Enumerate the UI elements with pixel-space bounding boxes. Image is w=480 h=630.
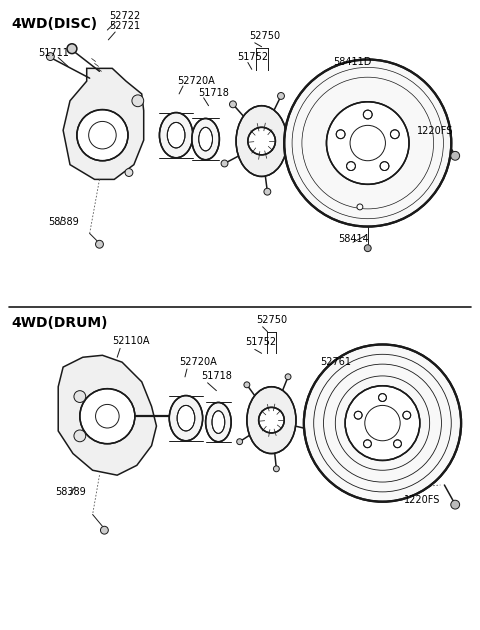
Text: 51718: 51718	[198, 88, 228, 98]
Text: 1220FS: 1220FS	[404, 495, 441, 505]
Circle shape	[77, 110, 128, 161]
Circle shape	[100, 526, 108, 534]
Circle shape	[345, 386, 420, 461]
Circle shape	[229, 101, 236, 108]
Circle shape	[336, 130, 345, 139]
Ellipse shape	[212, 411, 225, 433]
Circle shape	[47, 53, 54, 60]
Text: 58414: 58414	[338, 234, 369, 244]
Circle shape	[285, 374, 291, 380]
Circle shape	[274, 466, 279, 472]
Text: 4WD(DISC): 4WD(DISC)	[11, 17, 97, 32]
Circle shape	[80, 389, 135, 444]
Ellipse shape	[205, 403, 231, 442]
Circle shape	[244, 382, 250, 387]
Circle shape	[304, 345, 461, 501]
Ellipse shape	[168, 122, 185, 148]
Circle shape	[451, 151, 460, 160]
Circle shape	[248, 127, 276, 155]
Circle shape	[259, 408, 284, 433]
Text: 1220FS: 1220FS	[417, 126, 453, 136]
Ellipse shape	[169, 396, 203, 441]
Circle shape	[74, 391, 86, 403]
Ellipse shape	[177, 405, 195, 431]
Text: 52721: 52721	[109, 21, 141, 31]
Text: 58389: 58389	[55, 487, 86, 497]
Ellipse shape	[159, 113, 193, 158]
Text: 58411D: 58411D	[333, 57, 372, 67]
Text: 52750: 52750	[249, 31, 280, 41]
Circle shape	[357, 204, 363, 210]
Circle shape	[403, 411, 411, 419]
Text: 4WD(DRUM): 4WD(DRUM)	[11, 316, 108, 330]
Circle shape	[221, 160, 228, 167]
Circle shape	[132, 95, 144, 106]
Circle shape	[277, 93, 285, 100]
Circle shape	[299, 147, 306, 153]
Circle shape	[363, 440, 372, 448]
Circle shape	[451, 500, 460, 509]
Ellipse shape	[199, 127, 213, 151]
Circle shape	[125, 169, 133, 176]
Text: 51711: 51711	[38, 47, 70, 57]
Text: 52720A: 52720A	[179, 357, 217, 367]
Circle shape	[347, 162, 355, 171]
Text: 52750: 52750	[256, 315, 287, 325]
Circle shape	[390, 130, 399, 139]
Text: 51752: 51752	[245, 338, 276, 347]
Circle shape	[67, 44, 77, 54]
Circle shape	[363, 110, 372, 119]
Circle shape	[354, 411, 362, 419]
Text: 51718: 51718	[201, 371, 231, 381]
Text: 52720A: 52720A	[177, 76, 215, 86]
Circle shape	[380, 162, 389, 171]
Text: 52761: 52761	[321, 357, 351, 367]
Circle shape	[326, 102, 409, 185]
Circle shape	[96, 240, 103, 248]
Circle shape	[379, 394, 386, 401]
Circle shape	[364, 244, 371, 251]
Circle shape	[394, 440, 401, 448]
Circle shape	[303, 426, 309, 432]
Ellipse shape	[247, 387, 296, 454]
Text: 52110A: 52110A	[112, 336, 150, 346]
Circle shape	[264, 188, 271, 195]
Ellipse shape	[236, 106, 287, 176]
Text: 58389: 58389	[48, 217, 79, 227]
Circle shape	[284, 59, 451, 227]
Circle shape	[237, 438, 242, 445]
Polygon shape	[63, 69, 144, 180]
Ellipse shape	[192, 118, 219, 160]
Text: 51752: 51752	[237, 52, 268, 62]
Text: 52722: 52722	[109, 11, 141, 21]
Polygon shape	[58, 355, 156, 475]
Circle shape	[74, 430, 86, 442]
